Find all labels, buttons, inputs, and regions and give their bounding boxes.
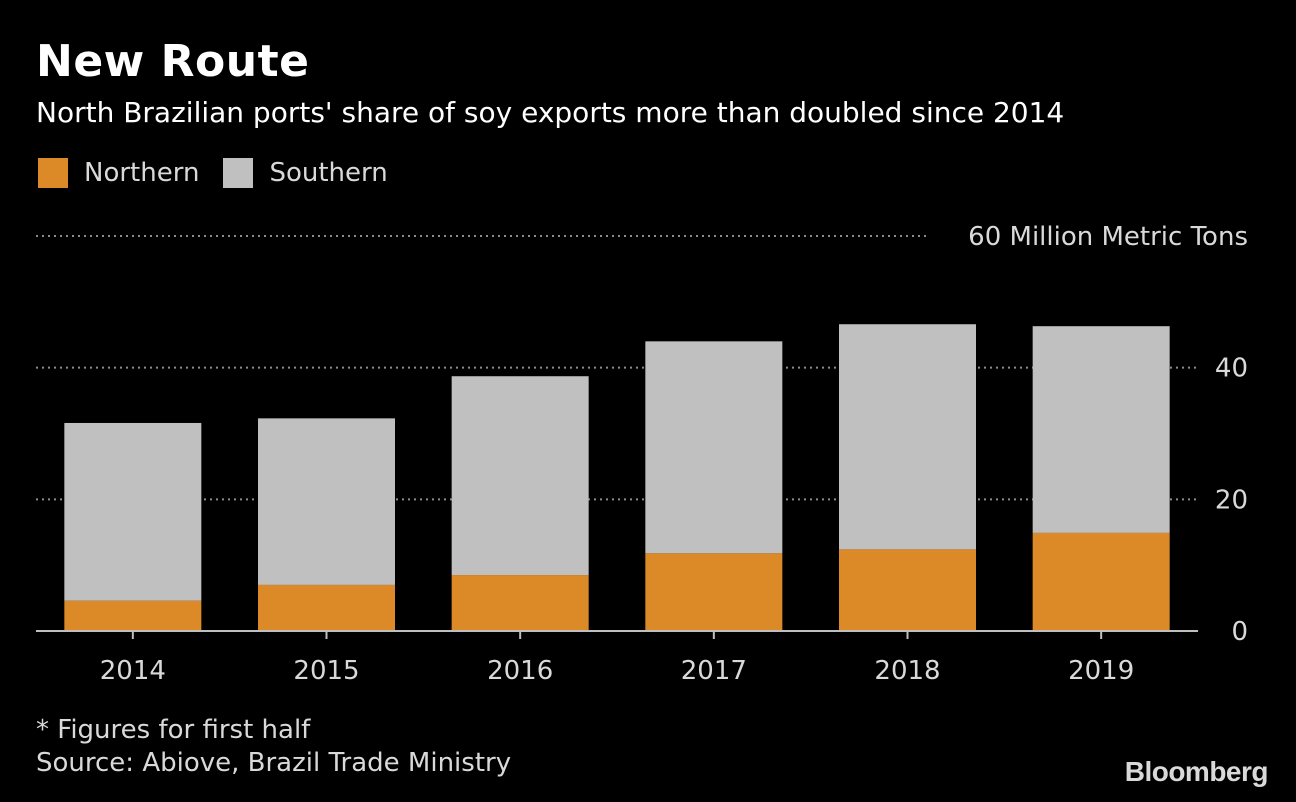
legend-swatch-southern xyxy=(223,158,254,188)
x-tick-label-2014: 2014 xyxy=(100,656,166,686)
x-tick-label-2015: 2015 xyxy=(293,656,359,686)
footnote: * Figures for first half Source: Abiove,… xyxy=(36,714,511,780)
bar-southern-2017 xyxy=(645,341,783,554)
bar-northern-2017 xyxy=(645,553,783,631)
bar-southern-2015 xyxy=(258,418,395,585)
y-tick-label-0: 0 xyxy=(1231,617,1248,647)
bloomberg-logo: Bloomberg xyxy=(1124,756,1269,787)
bar-southern-2016 xyxy=(451,376,589,576)
legend-label-northern: Northern xyxy=(84,158,200,188)
bar-northern-2018 xyxy=(839,549,976,631)
bar-northern-2015 xyxy=(258,584,395,631)
x-tick-label-2016: 2016 xyxy=(487,656,553,686)
y-tick-label-60: 60 Million Metric Tons xyxy=(968,222,1248,252)
legend: Northern Southern xyxy=(38,158,398,188)
footnote-note: * Figures for first half xyxy=(36,715,311,745)
footnote-source: Source: Abiove, Brazil Trade Ministry xyxy=(36,748,512,778)
x-tick-label-2019: 2019 xyxy=(1068,656,1134,686)
bar-northern-2014 xyxy=(64,600,202,631)
legend-swatch-northern xyxy=(38,158,68,188)
x-tick-label-2018: 2018 xyxy=(874,656,940,686)
y-tick-label-40: 40 xyxy=(1215,354,1248,384)
bar-northern-2019 xyxy=(1032,532,1170,631)
bar-southern-2019 xyxy=(1032,326,1170,533)
legend-label-southern: Southern xyxy=(269,158,388,188)
bar-southern-2014 xyxy=(64,422,202,601)
bar-southern-2018 xyxy=(839,324,976,550)
x-tick-label-2017: 2017 xyxy=(681,656,747,686)
y-tick-label-20: 20 xyxy=(1215,485,1248,515)
legend-item-northern: Northern xyxy=(38,158,199,188)
legend-item-southern: Southern xyxy=(223,158,388,188)
chart-subtitle: North Brazilian ports' share of soy expo… xyxy=(36,96,1065,129)
chart-title: New Route xyxy=(36,36,310,87)
bar-northern-2016 xyxy=(451,575,589,631)
